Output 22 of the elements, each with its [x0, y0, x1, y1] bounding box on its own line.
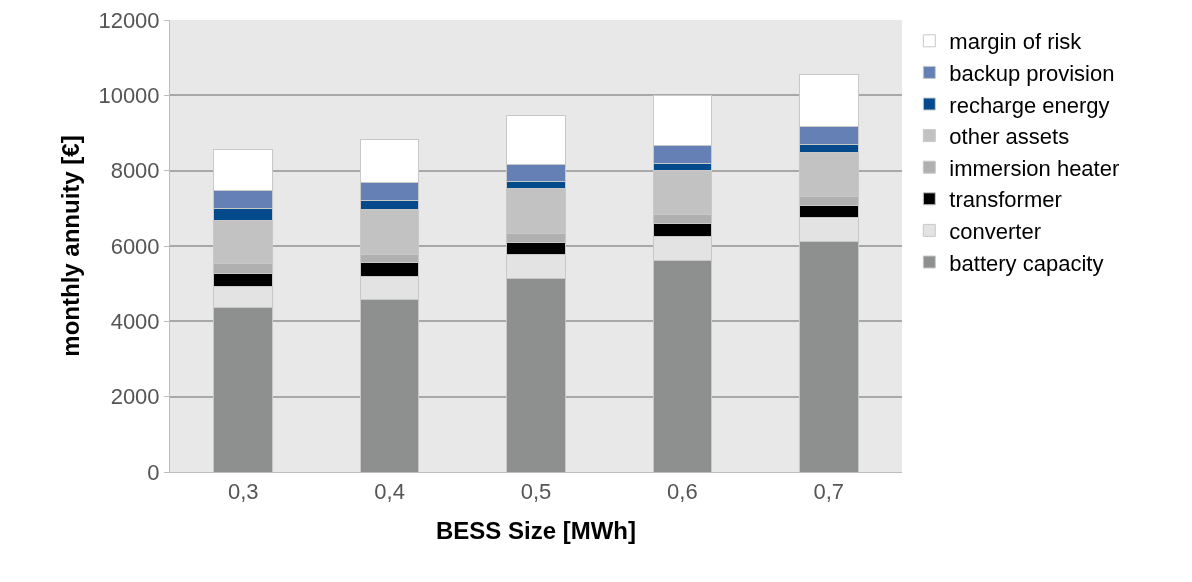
- legend-label: backup provision: [949, 60, 1115, 86]
- legend-label: battery capacity: [949, 250, 1104, 276]
- legend-label: other assets: [949, 124, 1070, 150]
- x-tick-label: 0,3: [227, 479, 259, 505]
- y-tick-label: 8000: [110, 158, 160, 184]
- y-tick-label: 12000: [98, 7, 160, 33]
- legend-label: immersion heater: [949, 155, 1120, 181]
- y-tick-label: 10000: [98, 83, 160, 109]
- x-tick-label: 0,6: [667, 479, 698, 505]
- y-tick-label: 6000: [110, 233, 160, 259]
- legend-label: margin of risk: [949, 29, 1083, 55]
- legend-label: recharge energy: [949, 92, 1110, 118]
- x-tick-label: 0,7: [813, 479, 845, 505]
- legend-label: transformer: [949, 187, 1062, 213]
- x-tick-label: 0,4: [374, 479, 405, 505]
- x-tick-label: 0,5: [520, 479, 552, 505]
- y-axis-title: monthly annuity [€]: [56, 135, 84, 357]
- y-tick-label: 0: [147, 459, 160, 485]
- x-axis-title: BESS Size [MWh]: [435, 516, 637, 544]
- legend-label: converter: [949, 218, 1042, 244]
- y-tick-label: 2000: [110, 384, 160, 410]
- y-tick-label: 4000: [110, 309, 160, 335]
